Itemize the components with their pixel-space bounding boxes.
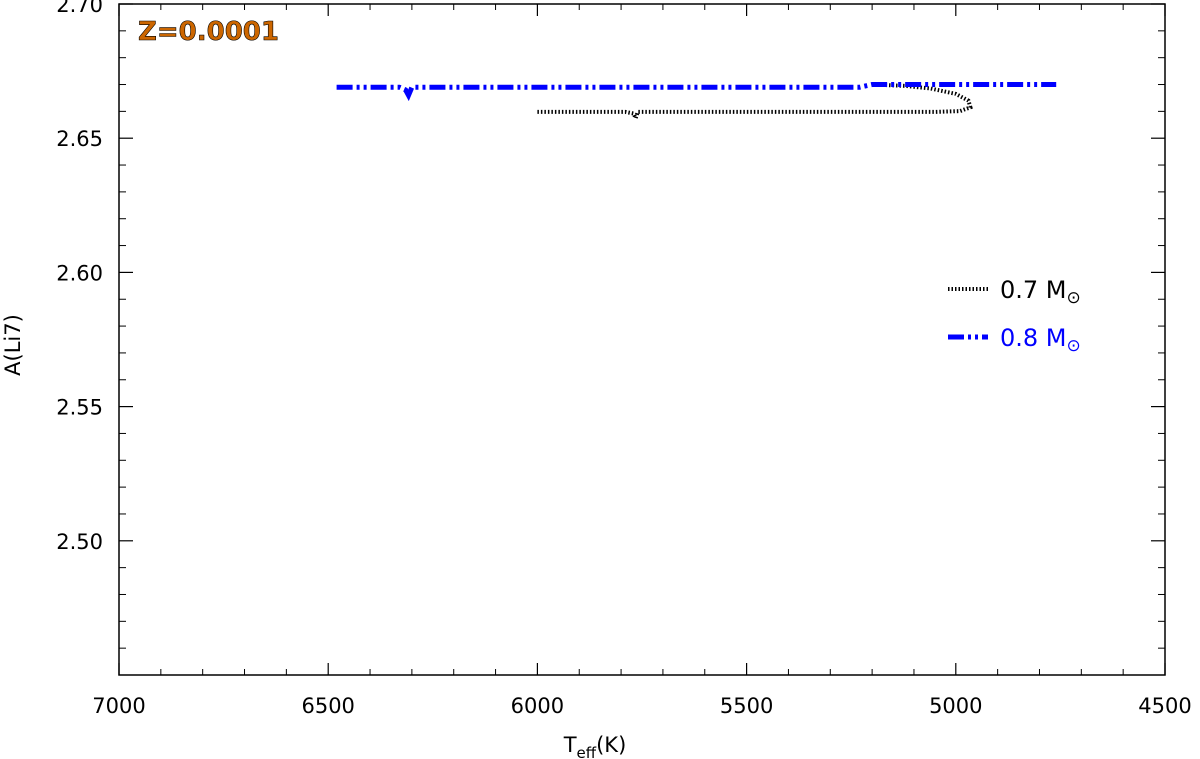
y-tick-label: 2.60	[56, 261, 103, 285]
y-tick-label: 2.65	[56, 127, 103, 151]
x-tick-label: 4500	[1138, 694, 1191, 718]
series-line-2	[336, 82, 1057, 102]
y-tick-label: 2.70	[56, 0, 103, 17]
x-tick-label: 6000	[511, 694, 564, 718]
legend: 0.7 M⊙ 0.8 M⊙	[948, 276, 1081, 356]
x-tick-label: 6500	[301, 694, 354, 718]
x-tick-label: 5000	[929, 694, 982, 718]
y-tick-label: 2.50	[56, 530, 103, 554]
y-axis-label: A(Li7)	[1, 314, 25, 376]
x-tick-label: 7000	[92, 694, 145, 718]
axis-tick-labels: 7000 6500 6000 5500 5000 4500 2.50 2.55 2.60 2.65…	[56, 0, 1191, 718]
x-tick-label: 5500	[720, 694, 773, 718]
z-annotation: Z=0.0001	[138, 17, 279, 47]
legend-label-1: 0.7 M⊙	[1000, 276, 1081, 308]
y-tick-label: 2.55	[56, 396, 103, 420]
x-axis-label: Teff(K)	[563, 733, 627, 759]
legend-label-2: 0.8 M⊙	[1000, 324, 1081, 356]
axis-ticks	[118, 3, 1166, 675]
series-group	[336, 82, 1057, 124]
plot-frame	[118, 3, 1166, 676]
